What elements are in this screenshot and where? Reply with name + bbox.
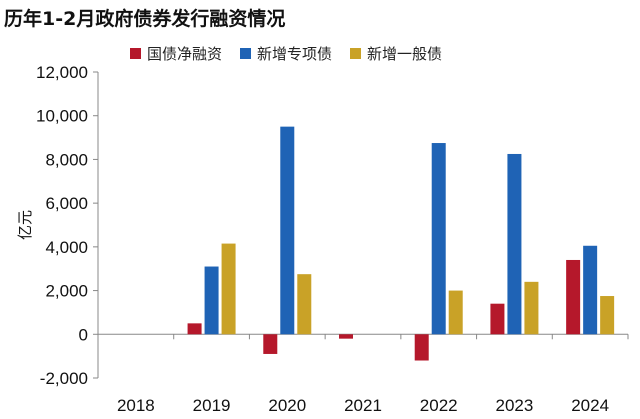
bar-2024-series-1 bbox=[583, 245, 598, 335]
bar-2024-series-0 bbox=[566, 259, 581, 335]
x-tick-label: 2021 bbox=[344, 396, 382, 415]
y-tick-label: 2,000 bbox=[45, 282, 88, 301]
bar-2024-series-2 bbox=[600, 296, 615, 335]
x-tick-label: 2024 bbox=[571, 396, 609, 415]
legend-swatch-series-2 bbox=[350, 48, 362, 59]
y-tick-label: 12,000 bbox=[36, 63, 88, 82]
bar-2019-series-2 bbox=[221, 243, 236, 335]
x-tick-label: 2020 bbox=[268, 396, 306, 415]
y-tick-label: 0 bbox=[79, 325, 88, 344]
legend-label-series-2: 新增一般债 bbox=[367, 45, 443, 63]
bar-2023-series-0 bbox=[490, 303, 505, 335]
legend-label-series-0: 国债净融资 bbox=[147, 45, 223, 63]
y-tick-label: 10,000 bbox=[36, 107, 88, 126]
y-tick-label: 4,000 bbox=[45, 238, 88, 257]
x-tick-label: 2023 bbox=[496, 396, 534, 415]
y-axis-label: 亿元 bbox=[16, 210, 34, 240]
legend: 国债净融资 新增专项债 新增一般债 bbox=[130, 43, 442, 64]
x-tick-label: 2019 bbox=[193, 396, 231, 415]
bar-2022-series-0 bbox=[414, 334, 429, 361]
bar-2022-series-1 bbox=[431, 143, 446, 335]
bar-2020-series-0 bbox=[263, 334, 278, 354]
y-tick-label: -2,000 bbox=[40, 369, 88, 388]
legend-item-series-0: 国债净融资 bbox=[130, 43, 222, 64]
chart-title: 历年1-2月政府债券发行融资情况 bbox=[4, 8, 286, 30]
bar-2021-series-0 bbox=[339, 334, 353, 339]
legend-item-series-2: 新增一般债 bbox=[350, 43, 442, 64]
x-tick-label: 2022 bbox=[420, 396, 458, 415]
bar-2019-series-1 bbox=[204, 266, 219, 335]
legend-swatch-series-1 bbox=[240, 48, 252, 59]
bar-2023-series-1 bbox=[507, 153, 522, 335]
bar-2023-series-2 bbox=[524, 281, 539, 335]
legend-item-series-1: 新增专项债 bbox=[240, 43, 332, 64]
legend-label-series-1: 新增专项债 bbox=[257, 45, 333, 63]
bar-2020-series-2 bbox=[297, 274, 312, 335]
y-tick-label: 6,000 bbox=[45, 194, 88, 213]
legend-swatch-series-0 bbox=[130, 48, 141, 59]
y-tick-label: 8,000 bbox=[45, 150, 88, 169]
bar-2020-series-1 bbox=[280, 126, 295, 335]
x-tick-label: 2018 bbox=[117, 396, 155, 415]
bar-2019-series-0 bbox=[187, 323, 202, 335]
bar-2022-series-2 bbox=[448, 290, 463, 335]
